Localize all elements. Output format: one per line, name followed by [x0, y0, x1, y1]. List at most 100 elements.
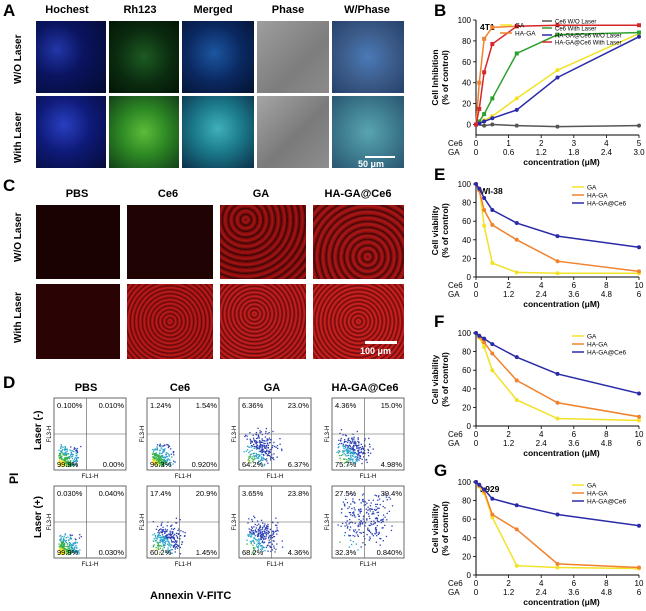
flow-dot	[257, 441, 259, 443]
flow-dot	[266, 531, 268, 533]
flow-ylabel: FL3-H	[140, 514, 146, 531]
flow-dot	[175, 546, 177, 549]
flow-dot	[368, 539, 370, 541]
flow-dot	[367, 451, 369, 454]
flow-dot	[364, 438, 366, 440]
flow-dot	[162, 451, 164, 453]
flow-dot	[265, 526, 268, 529]
flow-dot	[268, 542, 270, 544]
micro-c-pbs-wo	[36, 205, 120, 279]
flow-dot	[164, 538, 167, 540]
flow-dot	[73, 543, 75, 545]
flow-dot	[259, 430, 261, 432]
flow-dot	[272, 457, 274, 459]
flow-dot	[261, 433, 263, 436]
flow-dot	[352, 438, 354, 440]
micro-a-hochest-with	[36, 96, 106, 168]
data-point	[514, 270, 519, 275]
flow-dot	[351, 458, 353, 461]
x-tick-label-ce6: 4	[539, 579, 544, 588]
x-tick-label-ce6: 2	[506, 579, 511, 588]
flow-dot	[371, 523, 373, 526]
flow-dot	[382, 540, 384, 542]
flow-dot	[269, 449, 271, 451]
flow-dot	[361, 494, 364, 496]
flow-dot	[352, 534, 354, 537]
flow-dot	[248, 452, 250, 454]
flow-dot	[345, 449, 348, 451]
panel-a-col-phase: Phase	[271, 4, 305, 16]
flow-dot	[62, 547, 64, 549]
flow-dot	[339, 541, 341, 543]
flow-dot	[260, 536, 263, 538]
flow-dot	[377, 499, 379, 501]
flow-dot	[348, 506, 350, 508]
flow-dot	[356, 460, 358, 462]
flow-dot	[172, 537, 175, 539]
flow-dot	[362, 522, 364, 524]
flow-dot	[385, 496, 388, 498]
flow-dot	[60, 537, 62, 539]
flow-dot	[273, 545, 275, 547]
flow-dot	[358, 447, 360, 449]
flow-dot	[71, 543, 73, 546]
flow-dot	[351, 452, 354, 454]
flow-dot	[368, 437, 370, 440]
flow-dot	[166, 459, 168, 462]
flow-dot	[358, 499, 361, 501]
flow-dot	[172, 545, 174, 547]
x-tick-label-ga: 2.4	[536, 290, 548, 299]
flow-dot	[248, 456, 250, 458]
flow-dot	[264, 442, 266, 445]
flow-dot	[178, 528, 180, 530]
data-point	[482, 487, 487, 492]
flow-dot	[160, 458, 163, 460]
data-point	[482, 36, 487, 41]
flow-dot	[248, 461, 251, 463]
flow-dot	[261, 534, 263, 536]
flow-dot	[272, 530, 275, 532]
flow-dot	[159, 456, 162, 459]
flow-dot	[386, 519, 388, 521]
flow-dot	[267, 523, 269, 526]
data-point	[514, 355, 519, 360]
flow-dot	[370, 502, 372, 504]
flow-dot	[67, 553, 69, 555]
flow-dot	[352, 458, 354, 460]
flow-dot	[258, 541, 260, 543]
flow-dot	[72, 550, 74, 552]
flow-dot	[159, 551, 161, 554]
flow-dot	[175, 532, 178, 535]
y-tick-label: 0	[467, 121, 472, 130]
flow-dot	[247, 459, 249, 461]
flow-dot	[377, 511, 380, 513]
flow-dot	[253, 452, 256, 454]
flow-dot	[169, 543, 171, 545]
flow-dot	[153, 549, 155, 551]
flow-dot	[159, 445, 162, 447]
flow-xlabel: FL1-H	[360, 474, 377, 480]
flow-dot	[339, 450, 341, 453]
flow-dot	[162, 456, 164, 459]
data-point	[514, 221, 519, 226]
flow-dot	[261, 446, 263, 448]
panel-a-label: A	[3, 1, 16, 20]
flow-dot	[348, 511, 351, 514]
flow-dot	[354, 461, 357, 463]
flow-dot	[362, 518, 365, 520]
flow-dot	[60, 546, 63, 548]
flow-dot	[375, 527, 377, 529]
flow-dot	[152, 452, 154, 454]
data-point	[477, 186, 482, 191]
data-point	[514, 527, 519, 532]
flow-dot	[362, 448, 365, 451]
flow-dot	[262, 441, 264, 444]
flow-dot	[261, 547, 263, 549]
flow-dot	[60, 544, 63, 546]
x-tick-label-ga: 2.4	[536, 588, 548, 597]
flow-dot	[170, 528, 173, 530]
x-tick-label-ga: 1.2	[503, 439, 515, 448]
flow-dot	[66, 461, 68, 464]
flow-dot	[266, 443, 269, 445]
flow-dot	[159, 544, 161, 547]
